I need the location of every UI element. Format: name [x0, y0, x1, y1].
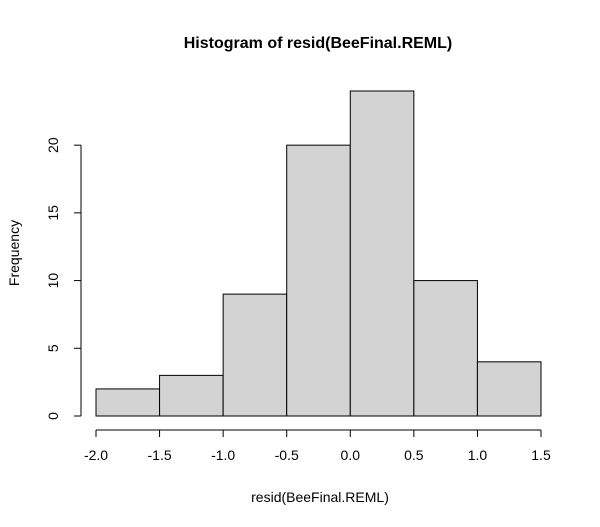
x-tick-label: 1.0: [468, 447, 488, 463]
y-axis-label: Frequency: [6, 220, 22, 286]
x-tick-label: 0.5: [404, 447, 424, 463]
y-axis: 0 5 10 15 20: [45, 137, 82, 420]
histogram-bar: [222, 293, 288, 417]
x-tick-label: 1.5: [531, 447, 551, 463]
histogram-bar: [349, 90, 415, 417]
y-tick-label: 15: [45, 205, 61, 221]
x-tick-label: -1.0: [211, 447, 235, 463]
chart-title: Histogram of resid(BeeFinal.REML): [184, 35, 452, 52]
x-tick-label: -1.5: [148, 447, 172, 463]
y-tick-label: 0: [45, 412, 61, 420]
x-tick-label: -0.5: [275, 447, 299, 463]
x-axis-label: resid(BeeFinal.REML): [251, 489, 389, 505]
y-tick-label: 20: [45, 137, 61, 153]
histogram-bar: [159, 374, 224, 417]
y-tick-label: 5: [45, 344, 61, 352]
histogram-bar: [95, 388, 161, 417]
x-tick-label: 0.0: [341, 447, 361, 463]
x-tick-label: -2.0: [84, 447, 108, 463]
histogram-bar: [286, 144, 351, 417]
histogram-bar: [413, 280, 478, 417]
x-axis: -2.0 -1.5 -1.0 -0.5 0.0 0.5 1.0 1.5: [84, 429, 551, 463]
histogram-bars: [95, 90, 542, 417]
histogram-bar: [476, 361, 542, 417]
y-tick-label: 10: [45, 273, 61, 289]
